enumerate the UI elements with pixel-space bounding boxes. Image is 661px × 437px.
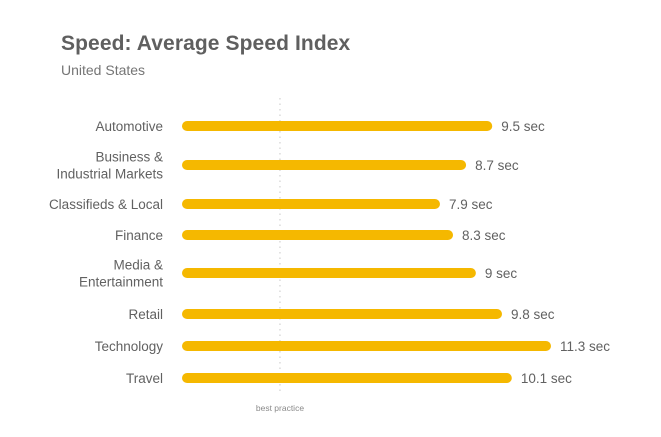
bar bbox=[182, 341, 551, 351]
chart-title: Speed: Average Speed Index bbox=[61, 32, 351, 55]
category-label: Classifieds & Local bbox=[49, 197, 163, 212]
value-label: 8.7 sec bbox=[475, 158, 519, 173]
category-label: Finance bbox=[115, 228, 163, 243]
bar bbox=[182, 230, 454, 240]
value-label: 7.9 sec bbox=[449, 197, 493, 212]
bar bbox=[182, 121, 493, 131]
value-label: 10.1 sec bbox=[521, 371, 572, 386]
chart-subtitle: United States bbox=[61, 62, 146, 78]
bar bbox=[182, 309, 503, 319]
value-label: 11.3 sec bbox=[560, 339, 610, 354]
category-label: Automotive bbox=[95, 119, 163, 134]
bar bbox=[182, 199, 440, 209]
category-label: Retail bbox=[128, 307, 163, 322]
bar bbox=[182, 160, 467, 170]
value-label: 8.3 sec bbox=[462, 228, 506, 243]
bar bbox=[182, 268, 476, 278]
category-label: Media & Entertainment bbox=[79, 258, 163, 290]
category-label: Travel bbox=[126, 371, 163, 386]
category-label: Business & Industrial Markets bbox=[56, 150, 163, 182]
best-practice-label: best practice bbox=[256, 403, 304, 413]
bar bbox=[182, 373, 512, 383]
category-label: Technology bbox=[95, 339, 164, 354]
value-label: 9.5 sec bbox=[501, 119, 545, 134]
value-label: 9.8 sec bbox=[511, 307, 555, 322]
value-label: 9 sec bbox=[485, 266, 518, 281]
